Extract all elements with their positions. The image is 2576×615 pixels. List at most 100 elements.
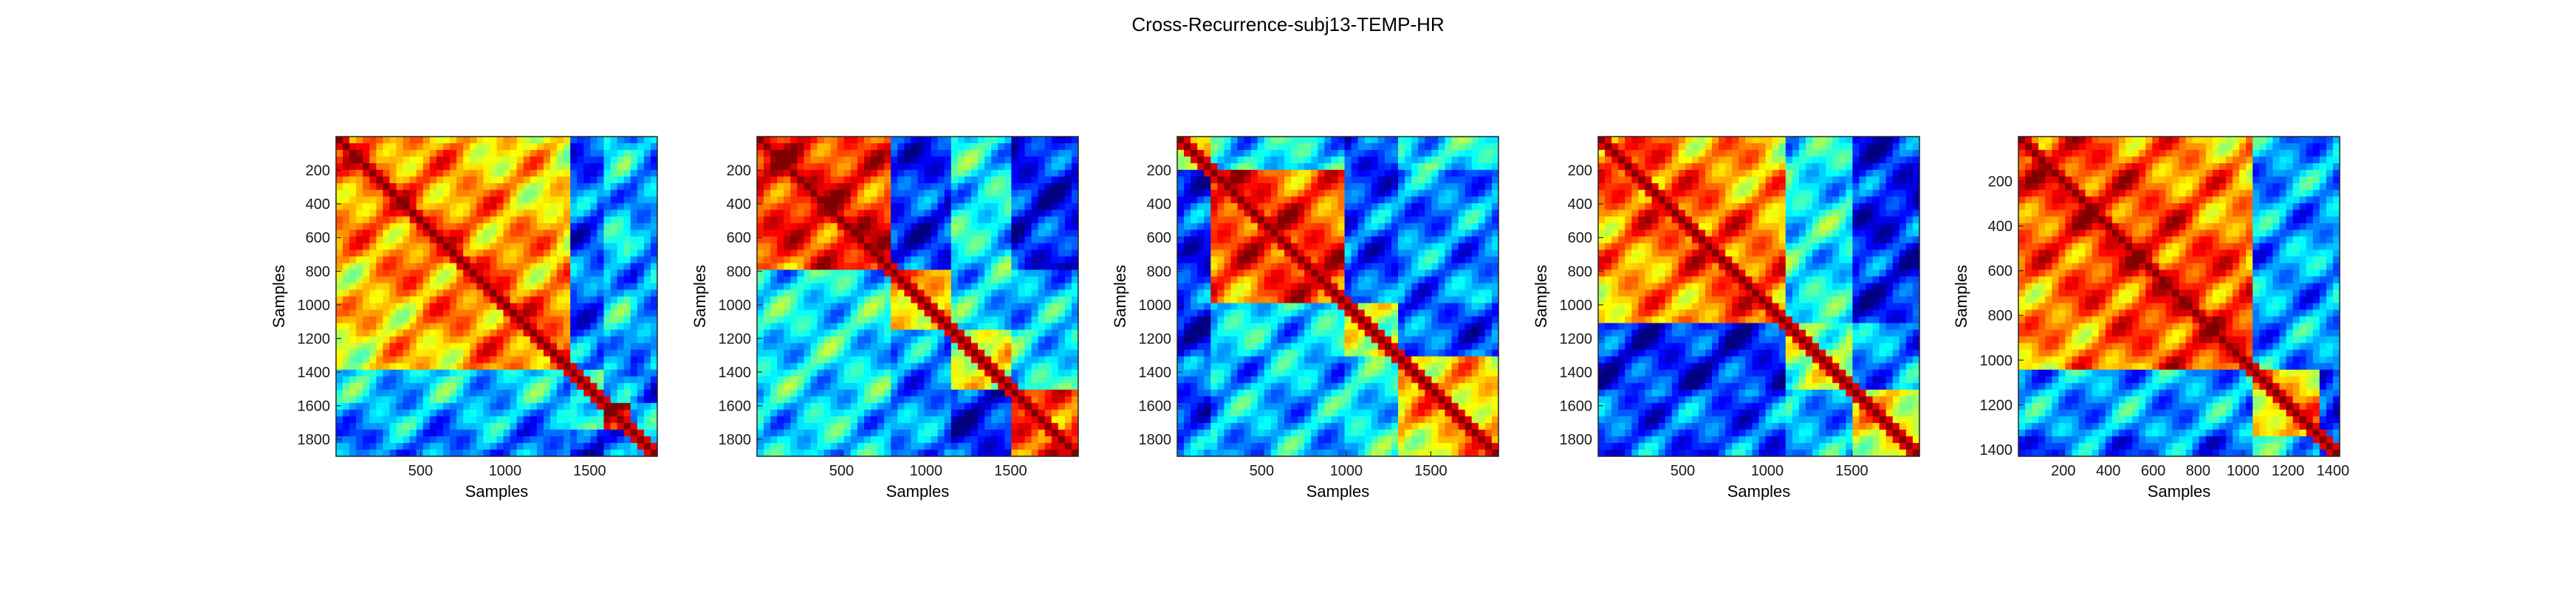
heatmap-cell (843, 349, 852, 357)
heatmap-cell (917, 296, 925, 304)
heatmap-cell (931, 296, 939, 304)
heatmap-cell (991, 363, 998, 371)
heatmap-cell (343, 216, 350, 224)
heatmap-cell (891, 250, 898, 257)
heatmap-cell (850, 376, 858, 384)
heatmap-cell (336, 389, 343, 397)
heatmap-cell (564, 243, 571, 250)
heatmap-cell (857, 276, 865, 284)
heatmap-cell (904, 203, 912, 210)
heatmap-cell (944, 276, 952, 284)
heatmap-cell (843, 363, 852, 371)
heatmap-cell (1024, 150, 1032, 157)
heatmap-cell (336, 216, 343, 224)
heatmap-cell (436, 216, 444, 224)
heatmap-cell (864, 356, 871, 364)
heatmap-cell (476, 236, 484, 244)
heatmap-cell (343, 349, 350, 357)
heatmap-cell (429, 210, 437, 217)
heatmap-cell (757, 289, 764, 298)
heatmap-cell (523, 363, 531, 371)
heatmap-cell (884, 269, 891, 278)
heatmap-cell (396, 276, 404, 284)
heatmap-cell (570, 203, 578, 210)
heatmap-cell (436, 343, 444, 351)
heatmap-cell (597, 289, 605, 298)
heatmap-cell (456, 382, 464, 391)
heatmap-cell (950, 223, 959, 230)
heatmap-cell (564, 376, 571, 384)
heatmap-cell (436, 303, 444, 311)
heatmap-cell (984, 183, 992, 190)
heatmap-cell (757, 422, 764, 430)
heatmap-cell (777, 190, 784, 197)
heatmap-cell (463, 422, 470, 430)
heatmap-cell (536, 176, 544, 184)
heatmap-cell (409, 243, 417, 250)
heatmap-cell (450, 263, 457, 271)
heatmap-cell (1064, 210, 1072, 217)
heatmap-cell (757, 263, 764, 271)
heatmap-cell (971, 183, 979, 190)
heatmap-cell (557, 422, 564, 430)
heatmap-cell (971, 223, 979, 230)
heatmap-cell (363, 196, 370, 204)
heatmap-cell (911, 210, 919, 217)
heatmap-cell (797, 210, 805, 217)
heatmap-cell (336, 336, 343, 344)
heatmap-cell (597, 442, 605, 450)
heatmap-cell (1004, 309, 1012, 317)
heatmap-cell (784, 203, 791, 210)
heatmap-cell (950, 382, 959, 391)
heatmap-cell (590, 289, 598, 298)
heatmap-cell (877, 157, 885, 164)
heatmap-cell (570, 263, 578, 271)
heatmap-cell (1031, 210, 1039, 217)
heatmap-cell (536, 243, 544, 250)
heatmap-cell (597, 236, 605, 244)
heatmap-cell (543, 436, 551, 444)
heatmap-cell (817, 216, 825, 224)
heatmap-cell (443, 296, 451, 304)
heatmap-cell (1031, 250, 1039, 257)
heatmap-cell (784, 436, 791, 444)
heatmap-cell (402, 210, 411, 217)
heatmap-cell (1011, 150, 1019, 157)
heatmap-cell (978, 256, 985, 264)
heatmap-cell (804, 349, 812, 357)
heatmap-cell (643, 216, 651, 224)
heatmap-cell (850, 289, 858, 298)
heatmap-cell (1458, 143, 1466, 151)
heatmap-cell (978, 263, 985, 271)
heatmap-cell (823, 349, 832, 357)
heatmap-cell (924, 210, 932, 217)
heatmap-cell (770, 210, 778, 217)
heatmap-cell (1344, 150, 1352, 157)
heatmap-cell (623, 343, 631, 351)
heatmap-cell (790, 442, 798, 450)
heatmap-cell (804, 396, 812, 404)
heatmap-cell (429, 376, 437, 384)
heatmap-cell (830, 329, 838, 337)
heatmap-cell (1491, 150, 1499, 157)
heatmap-cell (557, 256, 564, 264)
heatmap-cell (450, 382, 457, 391)
heatmap-cell (650, 157, 658, 164)
heatmap-cell (984, 436, 992, 444)
heatmap-cell (610, 137, 618, 144)
heatmap-cell (416, 250, 424, 257)
heatmap-cell (416, 396, 424, 404)
heatmap-cell (617, 216, 625, 224)
heatmap-cell (369, 203, 377, 210)
heatmap-cell (402, 150, 411, 157)
heatmap-cell (764, 289, 771, 298)
heatmap-cell (523, 183, 531, 190)
heatmap-cell (383, 376, 391, 384)
heatmap-cell (777, 449, 784, 457)
heatmap-cell (830, 190, 838, 197)
heatmap-cell (530, 243, 538, 250)
heatmap-cell (349, 263, 357, 271)
heatmap-cell (597, 382, 605, 391)
heatmap-cell (450, 196, 457, 204)
heatmap-cell (402, 436, 411, 444)
